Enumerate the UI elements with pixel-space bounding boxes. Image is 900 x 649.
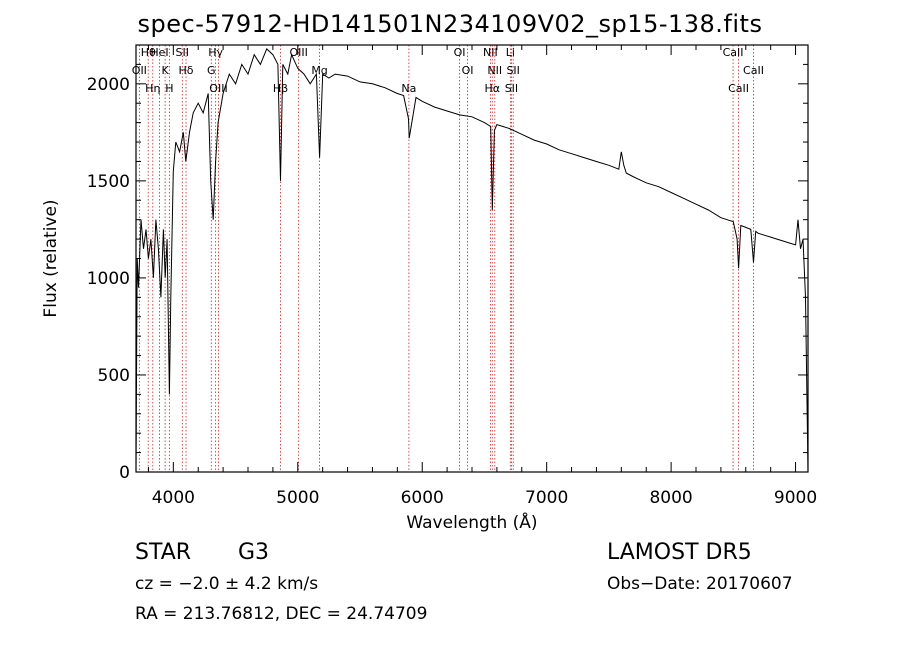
x-tick-label: 7000 [525,488,568,508]
y-axis-ticks: 0 500 1000 1500 2000 [87,44,808,483]
line-label: OI [462,64,474,77]
survey-name: LAMOST DR5 [607,540,752,565]
observation-date: Obs−Date: 20170607 [607,574,793,594]
line-label: Mg [311,64,327,77]
line-label: K [162,64,170,77]
x-tick-label: 8000 [649,488,692,508]
line-label: NII [483,46,498,59]
y-tick-label: 500 [98,366,130,386]
x-tick-label: 9000 [774,488,817,508]
y-tick-label: 1000 [87,269,130,289]
line-label: G [207,64,216,77]
line-label: OIII [289,46,307,59]
line-label: Na [401,82,416,95]
line-label: CaII [743,64,764,77]
line-label: OI [454,46,466,59]
x-axis-label: Wavelength (Å) [406,511,537,533]
y-tick-label: 0 [119,463,130,483]
line-label: Hθ [141,46,156,59]
line-label: SII [506,64,519,77]
ra-dec-coordinates: RA = 213.76812, DEC = 24.74709 [135,604,428,624]
chart-title: spec-57912-HD141501N234109V02_sp15-138.f… [137,10,763,38]
plot-frame [135,44,809,473]
line-label: SII [176,46,189,59]
spectrum-line [135,48,809,473]
line-label: Hγ [208,46,223,59]
redshift-velocity: cz = −2.0 ± 4.2 km/s [135,574,319,594]
line-label: OIII [209,82,227,95]
line-label: NII [487,64,502,77]
x-tick-label: 5000 [276,488,319,508]
x-tick-label: 6000 [401,488,444,508]
y-axis-label: Flux (relative) [41,199,61,317]
spectral-subclass: G3 [238,540,270,565]
line-label: Hδ [179,64,194,77]
y-tick-label: 1500 [87,172,130,192]
line-label: Hα [485,82,501,95]
line-label: OII [132,64,147,77]
line-label: Li [506,46,515,59]
object-class: STAR [135,540,192,565]
y-tick-label: 2000 [87,75,130,95]
line-labels: Hθ OII Hη HeI KH SII Hδ OIII Hγ G Hβ OIII Mg Na OI OI Hα… [132,46,764,95]
line-label: SII [505,82,518,95]
line-label: H [165,82,173,95]
line-label: HeI [150,46,168,59]
x-axis-ticks: 4000 5000 6000 7000 8000 9000 [147,45,817,508]
line-label: CaII [723,46,744,59]
line-label: Hη [145,82,160,95]
line-label: CaII [728,82,749,95]
line-label: Hβ [273,82,288,95]
line-markers [138,45,754,472]
x-tick-label: 4000 [152,488,195,508]
